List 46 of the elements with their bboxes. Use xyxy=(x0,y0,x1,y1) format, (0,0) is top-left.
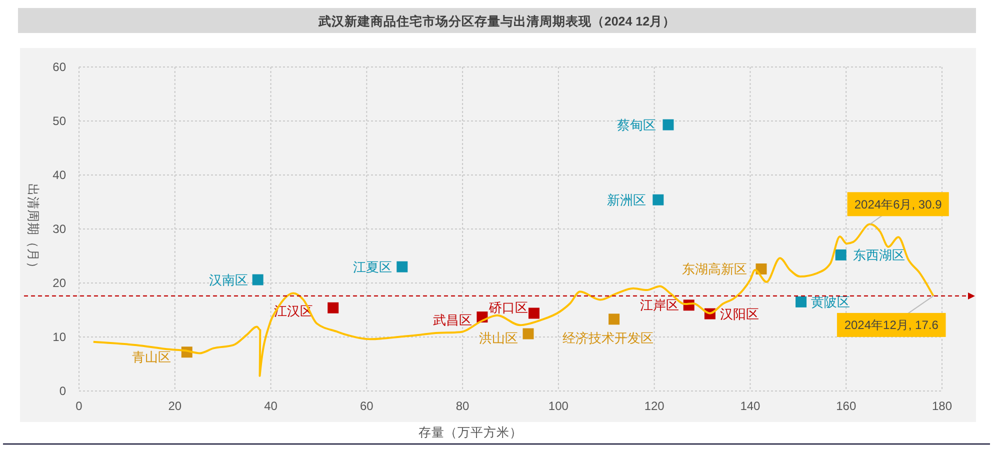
point xyxy=(252,274,264,286)
x-tick-label: 80 xyxy=(456,399,470,414)
y-axis-title: 出清周期（月） xyxy=(26,184,40,274)
point xyxy=(796,296,807,308)
x-tick-label: 20 xyxy=(168,399,182,414)
point xyxy=(396,261,408,272)
y-tick-label: 10 xyxy=(52,330,66,344)
series-label: 经济技术开发区 xyxy=(562,330,654,346)
x-tick-label: 0 xyxy=(76,399,83,414)
x-tick-label: 160 xyxy=(836,399,856,414)
series-label: 汉阳区 xyxy=(720,306,759,322)
series-label: 黄陂区 xyxy=(811,294,850,310)
series-label: 青山区 xyxy=(132,350,171,365)
series-label: 东湖高新区 xyxy=(682,262,748,277)
chart-title: 武汉新建商品住宅市场分区存量与出清周期表现（2024 12月） xyxy=(317,13,676,28)
x-tick-label: 60 xyxy=(360,399,374,414)
y-tick-label: 30 xyxy=(52,222,66,236)
point xyxy=(328,302,339,314)
annotation: 2024年12月, 17.6 xyxy=(844,318,939,332)
series-label: 硚口区 xyxy=(488,300,528,315)
y-tick-label: 60 xyxy=(52,60,66,74)
point xyxy=(522,328,534,340)
x-tick-label: 140 xyxy=(740,399,761,414)
y-tick-label: 20 xyxy=(52,276,66,290)
point xyxy=(608,314,620,325)
y-tick-label: 0 xyxy=(59,384,66,398)
y-tick-label: 40 xyxy=(52,168,66,182)
series-label: 汉南区 xyxy=(208,272,248,288)
series-label: 东西湖区 xyxy=(852,247,905,262)
y-tick-label: 50 xyxy=(52,114,66,128)
point xyxy=(652,194,664,206)
x-tick-label: 120 xyxy=(644,399,665,414)
x-tick-label: 100 xyxy=(548,399,569,414)
series-label: 武昌区 xyxy=(433,312,472,328)
series-label: 江岸区 xyxy=(640,298,679,313)
x-axis-title: 存量（万平方米） xyxy=(418,424,522,440)
x-tick-label: 40 xyxy=(264,399,278,414)
point xyxy=(835,249,846,260)
point xyxy=(662,119,674,130)
series-label: 洪山区 xyxy=(479,330,518,346)
point xyxy=(528,308,540,319)
series-label: 蔡甸区 xyxy=(617,117,656,132)
x-tick-label: 180 xyxy=(932,399,952,414)
annotation: 2024年6月, 30.9 xyxy=(854,197,942,212)
series-label: 新洲区 xyxy=(607,192,646,208)
series-label: 江夏区 xyxy=(353,259,392,274)
